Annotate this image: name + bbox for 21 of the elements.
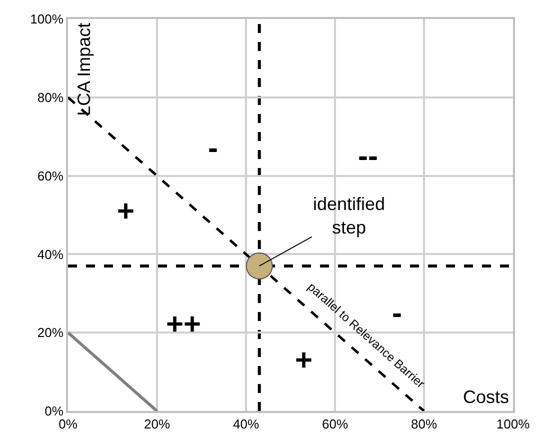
y-tick-label: 100% — [30, 12, 64, 27]
y-axis-title: LCA Impact — [74, 22, 94, 116]
y-tick-label: 40% — [37, 246, 64, 262]
annotation: - — [208, 132, 218, 165]
x-tick-label: 60% — [322, 416, 348, 432]
y-tick-label: 60% — [37, 168, 64, 184]
y-tick-label: 80% — [37, 90, 64, 105]
annotation: + — [295, 344, 313, 377]
annotation: + — [117, 195, 135, 228]
x-axis-title: Costs — [463, 387, 510, 407]
x-tick-label: 40% — [232, 416, 260, 432]
annotation: -- — [358, 140, 378, 173]
annotation: ++ — [166, 308, 202, 341]
x-tick-label: 0% — [58, 416, 78, 432]
annotation: identified step — [313, 194, 386, 238]
y-tick-label: 20% — [37, 325, 64, 340]
x-tick-label: 20% — [144, 416, 170, 432]
annotation: - — [392, 297, 402, 330]
y-tick-label: 0% — [44, 404, 64, 419]
x-tick-label: 80% — [410, 416, 438, 432]
x-tick-label: 100% — [496, 416, 530, 432]
